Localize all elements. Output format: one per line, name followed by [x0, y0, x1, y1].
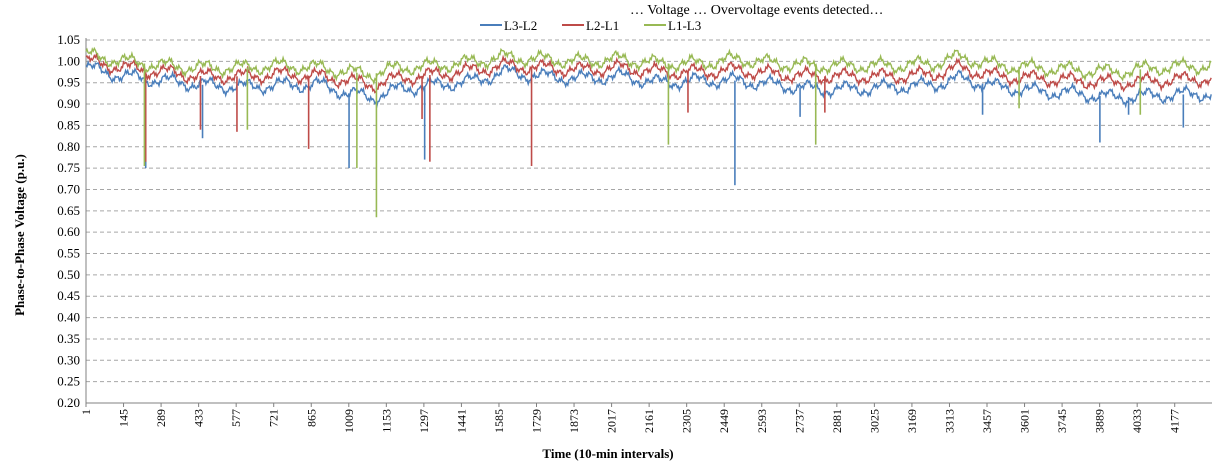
x-tick-label: 289	[154, 409, 168, 427]
y-tick-label: 0.25	[57, 374, 80, 389]
x-tick-label: 1873	[567, 409, 581, 433]
y-tick-label: 0.50	[57, 267, 80, 282]
y-tick-label: 0.35	[57, 331, 80, 346]
x-tick-label: 2593	[755, 409, 769, 433]
y-axis-title: Phase-to-Phase Voltage (p.u.)	[12, 154, 27, 316]
x-tick-label: 2881	[830, 409, 844, 433]
y-tick-label: 0.90	[57, 96, 80, 111]
x-tick-label: 2737	[792, 409, 806, 433]
y-tick-label: 0.75	[57, 160, 80, 175]
x-tick-label: 865	[304, 409, 318, 427]
top-cut-text: … Voltage … Overvoltage events detected…	[630, 3, 883, 18]
x-tick-label: 2161	[642, 409, 656, 433]
x-tick-label: 721	[267, 409, 281, 427]
x-tick-label: 3745	[1055, 409, 1069, 433]
y-tick-label: 0.70	[57, 181, 80, 196]
y-tick-label: 0.30	[57, 352, 80, 367]
x-tick-label: 1009	[342, 409, 356, 433]
x-tick-label: 2305	[680, 409, 694, 433]
x-tick-label: 1441	[454, 409, 468, 433]
y-tick-label: 0.80	[57, 139, 80, 154]
x-tick-label: 3889	[1093, 409, 1107, 433]
y-tick-label: 0.40	[57, 310, 80, 325]
y-tick-label: 0.85	[57, 117, 80, 132]
series-line-l3-l2	[85, 59, 1212, 109]
legend-label: L2-L1	[586, 18, 619, 33]
x-tick-label: 3169	[905, 409, 919, 433]
x-tick-label: 3601	[1018, 409, 1032, 433]
legend-label: L1-L3	[668, 18, 701, 33]
x-tick-label: 1729	[530, 409, 544, 433]
x-tick-label: 3457	[980, 409, 994, 433]
y-tick-label: 0.55	[57, 246, 80, 261]
x-tick-label: 3025	[867, 409, 881, 433]
y-tick-label: 0.60	[57, 224, 80, 239]
x-tick-label: 1	[79, 409, 93, 415]
y-tick-label: 0.20	[57, 395, 80, 410]
y-tick-label: 0.45	[57, 288, 80, 303]
x-tick-label: 2449	[717, 409, 731, 433]
x-tick-label: 1585	[492, 409, 506, 433]
y-tick-label: 0.65	[57, 203, 80, 218]
x-tick-label: 2017	[605, 409, 619, 433]
x-tick-label: 4177	[1168, 409, 1182, 433]
x-tick-label: 1153	[379, 409, 393, 433]
x-axis-title: Time (10-min intervals)	[542, 446, 673, 461]
x-axis-ticks: 1 145 289 433 577 721 865 1009 1153 1297 1441 1585 1…	[79, 403, 1182, 433]
x-tick-label: 145	[117, 409, 131, 427]
grid	[85, 38, 1212, 404]
x-tick-label: 4033	[1130, 409, 1144, 433]
legend: L3-L2 L2-L1 L1-L3	[480, 18, 701, 33]
legend-label: L3-L2	[504, 18, 537, 33]
x-tick-label: 433	[192, 409, 206, 427]
y-axis-ticks: 0.20 0.25 0.30 0.35 0.40 0.45 0.50 0.55 0.60 0.65…	[57, 32, 80, 410]
x-tick-label: 577	[229, 409, 243, 427]
x-tick-label: 3313	[942, 409, 956, 433]
y-tick-label: 1.00	[57, 53, 80, 68]
series-line-l1-l3	[85, 46, 1212, 86]
y-tick-label: 1.05	[57, 32, 80, 47]
x-tick-label: 1297	[417, 409, 431, 433]
y-tick-label: 0.95	[57, 75, 80, 90]
series-group	[85, 46, 1212, 218]
series-line-l2-l1	[85, 51, 1212, 94]
